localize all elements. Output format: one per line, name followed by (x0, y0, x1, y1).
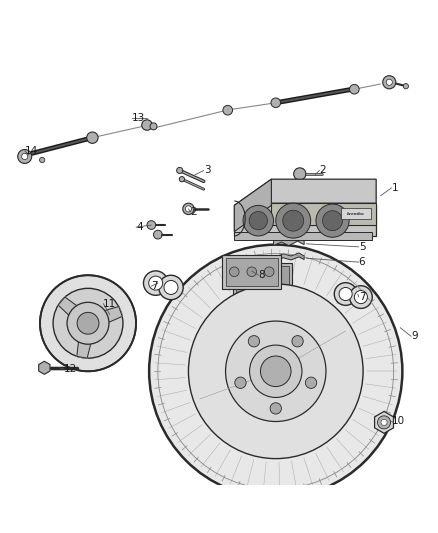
Circle shape (40, 275, 136, 372)
Circle shape (339, 287, 352, 301)
Text: 7: 7 (151, 281, 158, 291)
Text: 5: 5 (359, 242, 365, 252)
Circle shape (149, 245, 403, 498)
FancyBboxPatch shape (226, 258, 278, 286)
Text: 1: 1 (392, 183, 398, 193)
Text: 14: 14 (25, 146, 38, 156)
Circle shape (153, 230, 162, 239)
Circle shape (150, 123, 157, 130)
Polygon shape (234, 179, 272, 231)
Circle shape (354, 290, 367, 304)
Text: 10: 10 (392, 416, 405, 426)
Circle shape (144, 271, 168, 295)
Polygon shape (234, 179, 376, 205)
Circle shape (77, 312, 99, 334)
Polygon shape (297, 168, 303, 174)
FancyBboxPatch shape (233, 263, 292, 297)
Circle shape (39, 157, 45, 163)
Circle shape (350, 84, 359, 94)
Polygon shape (234, 205, 376, 236)
Circle shape (261, 356, 291, 386)
Text: 3: 3 (204, 165, 210, 175)
Circle shape (276, 203, 311, 238)
Circle shape (149, 276, 162, 290)
Circle shape (249, 212, 268, 230)
Text: 2: 2 (319, 165, 326, 175)
Circle shape (350, 286, 372, 309)
Circle shape (383, 76, 396, 89)
Circle shape (270, 403, 282, 414)
Circle shape (226, 321, 326, 422)
Circle shape (381, 419, 387, 425)
Text: 6: 6 (359, 257, 365, 267)
Polygon shape (293, 174, 300, 179)
Circle shape (403, 84, 409, 89)
Polygon shape (297, 174, 303, 179)
Circle shape (386, 79, 392, 85)
Circle shape (316, 204, 349, 237)
Circle shape (248, 336, 260, 347)
Polygon shape (39, 361, 50, 374)
Text: 12: 12 (64, 364, 77, 374)
Polygon shape (300, 168, 306, 174)
Text: 4: 4 (136, 222, 143, 232)
Circle shape (188, 284, 363, 458)
Circle shape (378, 416, 391, 429)
Circle shape (250, 345, 302, 398)
Text: 7: 7 (359, 292, 365, 302)
Circle shape (243, 205, 274, 236)
Circle shape (159, 275, 183, 300)
FancyBboxPatch shape (223, 255, 281, 289)
Circle shape (179, 176, 184, 182)
Polygon shape (374, 411, 393, 433)
Circle shape (147, 221, 155, 229)
Circle shape (265, 267, 274, 277)
Text: 8: 8 (258, 270, 265, 280)
Polygon shape (274, 236, 304, 246)
Circle shape (142, 120, 152, 130)
Polygon shape (272, 203, 376, 225)
Circle shape (283, 210, 304, 231)
Text: 13: 13 (132, 113, 145, 123)
Polygon shape (293, 168, 300, 174)
FancyBboxPatch shape (237, 265, 289, 294)
Circle shape (177, 167, 183, 174)
FancyBboxPatch shape (341, 208, 371, 220)
Circle shape (67, 302, 109, 344)
Polygon shape (77, 342, 91, 358)
Circle shape (223, 106, 233, 115)
Circle shape (87, 132, 98, 143)
Circle shape (21, 154, 28, 159)
Text: 9: 9 (411, 332, 418, 341)
Polygon shape (234, 231, 372, 240)
Polygon shape (300, 174, 306, 179)
Circle shape (185, 206, 191, 212)
Text: 2: 2 (191, 207, 197, 217)
Circle shape (322, 211, 343, 231)
Text: 11: 11 (103, 298, 117, 309)
Circle shape (247, 267, 257, 277)
Circle shape (305, 377, 317, 389)
Polygon shape (58, 297, 77, 315)
Circle shape (183, 203, 194, 215)
Circle shape (230, 267, 239, 277)
Polygon shape (278, 253, 304, 260)
Circle shape (334, 282, 357, 305)
Circle shape (18, 149, 32, 164)
Circle shape (292, 336, 303, 347)
Circle shape (271, 98, 281, 108)
Polygon shape (105, 306, 122, 322)
Circle shape (235, 377, 246, 389)
Text: brembo: brembo (347, 212, 365, 216)
Circle shape (164, 280, 178, 294)
Circle shape (53, 288, 123, 358)
